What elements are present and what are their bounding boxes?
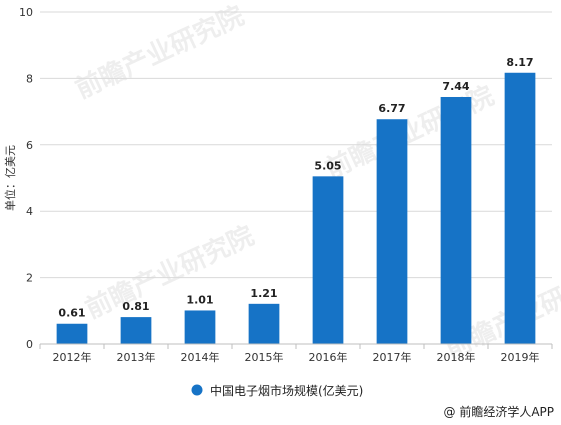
legend: 中国电子烟市场规模(亿美元) bbox=[191, 383, 363, 398]
legend-label: 中国电子烟市场规模(亿美元) bbox=[210, 383, 363, 398]
y-axis-title: 单位：亿美元 bbox=[3, 145, 17, 211]
legend-marker-icon bbox=[191, 384, 203, 396]
source-credit: @ 前瞻经济学人APP bbox=[444, 404, 555, 419]
y-tick-label: 4 bbox=[26, 205, 33, 218]
bar bbox=[120, 317, 152, 344]
data-label: 1.01 bbox=[186, 293, 213, 306]
data-label: 7.44 bbox=[442, 80, 469, 93]
x-tick-label: 2016年 bbox=[309, 350, 348, 364]
data-label: 1.21 bbox=[250, 287, 277, 300]
data-label: 0.81 bbox=[122, 300, 149, 313]
bars bbox=[56, 72, 536, 345]
gridlines bbox=[40, 11, 552, 279]
x-tick-label: 2014年 bbox=[181, 350, 220, 364]
x-tick-label: 2017年 bbox=[373, 350, 412, 364]
bar bbox=[56, 323, 88, 344]
x-axis-ticks: 2012年 2013年 2014年 2015年 2016年 2017年 2018年 2019年 bbox=[39, 344, 553, 364]
y-tick-label: 8 bbox=[26, 72, 33, 85]
watermark-text: 前瞻产业研究院 bbox=[321, 80, 499, 185]
watermark-text: 前瞻产业研究院 bbox=[81, 220, 259, 325]
data-label: 5.05 bbox=[314, 159, 341, 172]
y-tick-label: 10 bbox=[19, 6, 33, 19]
x-tick-label: 2013年 bbox=[117, 350, 156, 364]
data-label: 6.77 bbox=[378, 102, 405, 115]
data-label: 8.17 bbox=[506, 56, 533, 69]
data-labels: 0.61 0.81 1.01 1.21 5.05 6.77 7.44 8.17 bbox=[58, 56, 533, 320]
x-tick-label: 2019年 bbox=[501, 350, 540, 364]
y-tick-label: 0 bbox=[26, 338, 33, 351]
y-tick-label: 2 bbox=[26, 272, 33, 285]
data-label: 0.61 bbox=[58, 307, 85, 320]
bar bbox=[312, 176, 344, 344]
bar bbox=[184, 310, 216, 344]
y-tick-label: 6 bbox=[26, 139, 33, 152]
watermark-text: 前瞻产业研究院 bbox=[71, 0, 249, 105]
y-axis-ticks: 0 2 4 6 8 10 bbox=[19, 6, 33, 351]
bar bbox=[376, 119, 408, 345]
bar bbox=[440, 96, 472, 344]
bar bbox=[504, 72, 536, 345]
x-tick-label: 2018年 bbox=[437, 350, 476, 364]
x-tick-label: 2015年 bbox=[245, 350, 284, 364]
x-tick-label: 2012年 bbox=[53, 350, 92, 364]
bar bbox=[248, 303, 280, 344]
